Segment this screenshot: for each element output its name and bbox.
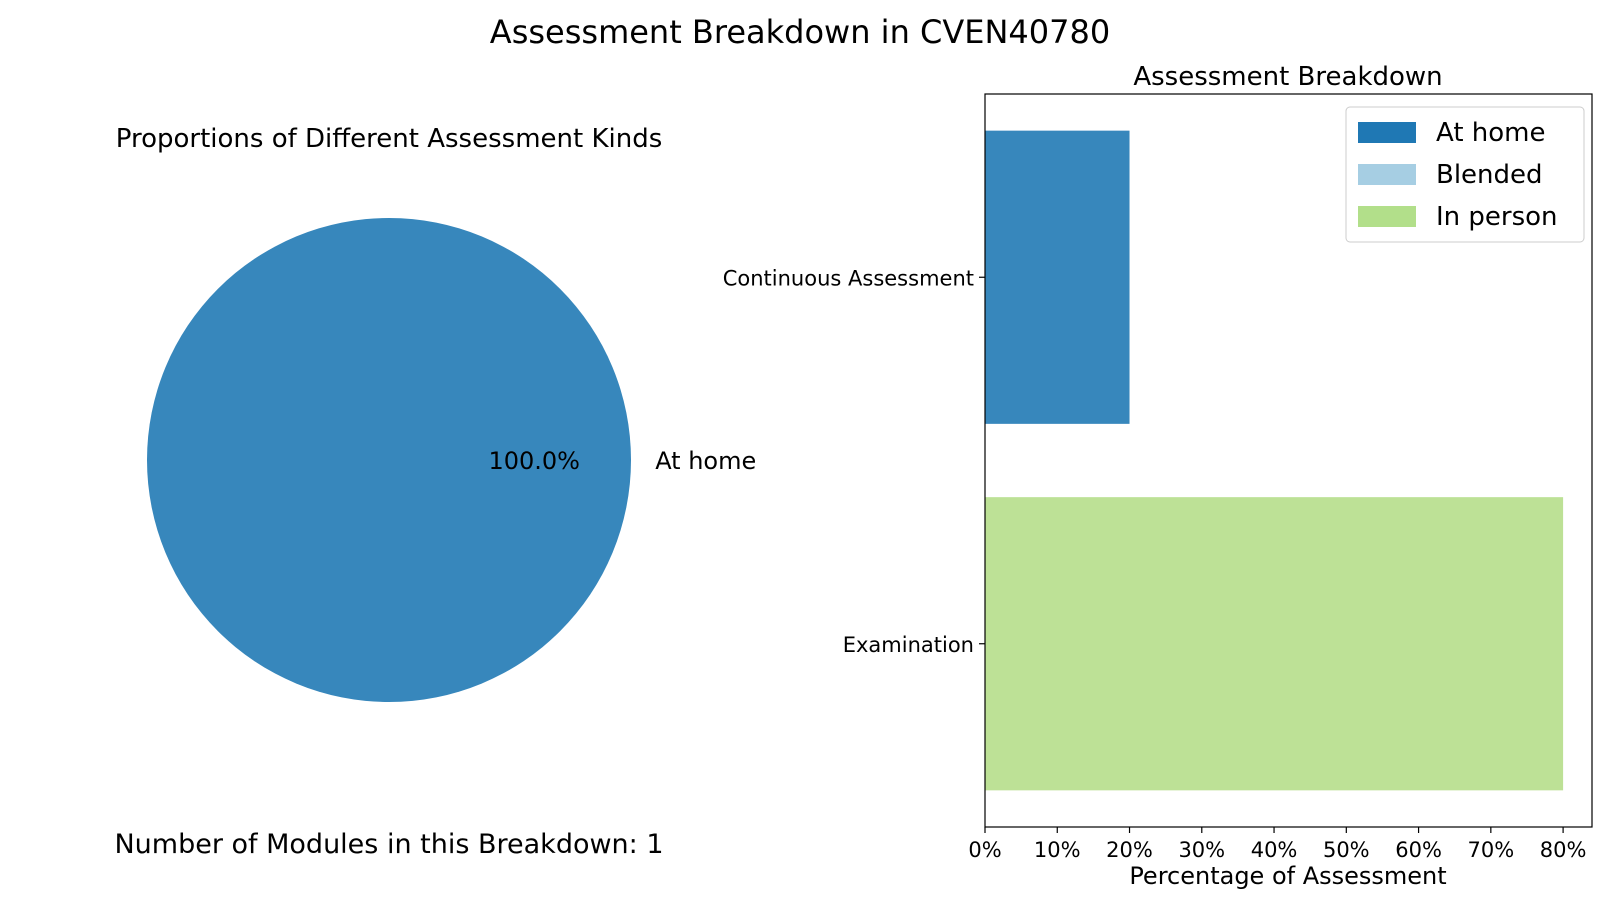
x-tick-label: 10%	[1034, 838, 1081, 862]
pie-slices: At home 100.0%	[147, 218, 756, 702]
legend: At home Blended In person	[1345, 106, 1585, 243]
plot-frame	[984, 93, 1593, 828]
pie-chart-title: Proportions of Different Assessment Kind…	[116, 124, 663, 154]
pie-chart-panel: Proportions of Different Assessment Kind…	[114, 124, 756, 860]
legend-label: In person	[1436, 202, 1558, 232]
legend-label: Blended	[1436, 160, 1543, 190]
x-tick-label: 30%	[1178, 838, 1225, 862]
legend-label: At home	[1436, 118, 1546, 148]
pie-footnote: Number of Modules in this Breakdown: 1	[114, 829, 663, 860]
bar-marks	[985, 130, 1564, 791]
y-axis: Continuous Assessment Examination	[723, 266, 985, 657]
bar-chart-panel: Assessment Breakdown Continuous Assessme…	[723, 62, 1593, 890]
legend-swatch	[1358, 206, 1416, 227]
x-tick-label: 20%	[1106, 838, 1153, 862]
x-tick-label: 60%	[1395, 838, 1442, 862]
pie-slice	[147, 218, 631, 702]
bar	[985, 130, 1130, 424]
x-tick-label: 0%	[968, 838, 1001, 862]
legend-swatch	[1358, 164, 1416, 185]
pie-percent-label: 100.0%	[488, 447, 580, 475]
figure-title: Assessment Breakdown in CVEN40780	[490, 13, 1110, 51]
legend-swatch	[1358, 122, 1416, 143]
x-tick-label: 80%	[1540, 838, 1587, 862]
bar-chart-title: Assessment Breakdown	[1133, 62, 1442, 92]
x-axis: 0% 10% 20% 30% 40% 50% 60% 70% 80%	[968, 827, 1586, 862]
bar	[985, 497, 1564, 791]
x-axis-label: Percentage of Assessment	[1129, 862, 1446, 890]
y-tick-label: Examination	[843, 633, 974, 657]
x-tick-label: 40%	[1251, 838, 1298, 862]
x-tick-label: 50%	[1323, 838, 1370, 862]
x-tick-label: 70%	[1467, 838, 1514, 862]
pie-slice-label: At home	[655, 447, 756, 475]
y-tick-label: Continuous Assessment	[723, 266, 974, 290]
